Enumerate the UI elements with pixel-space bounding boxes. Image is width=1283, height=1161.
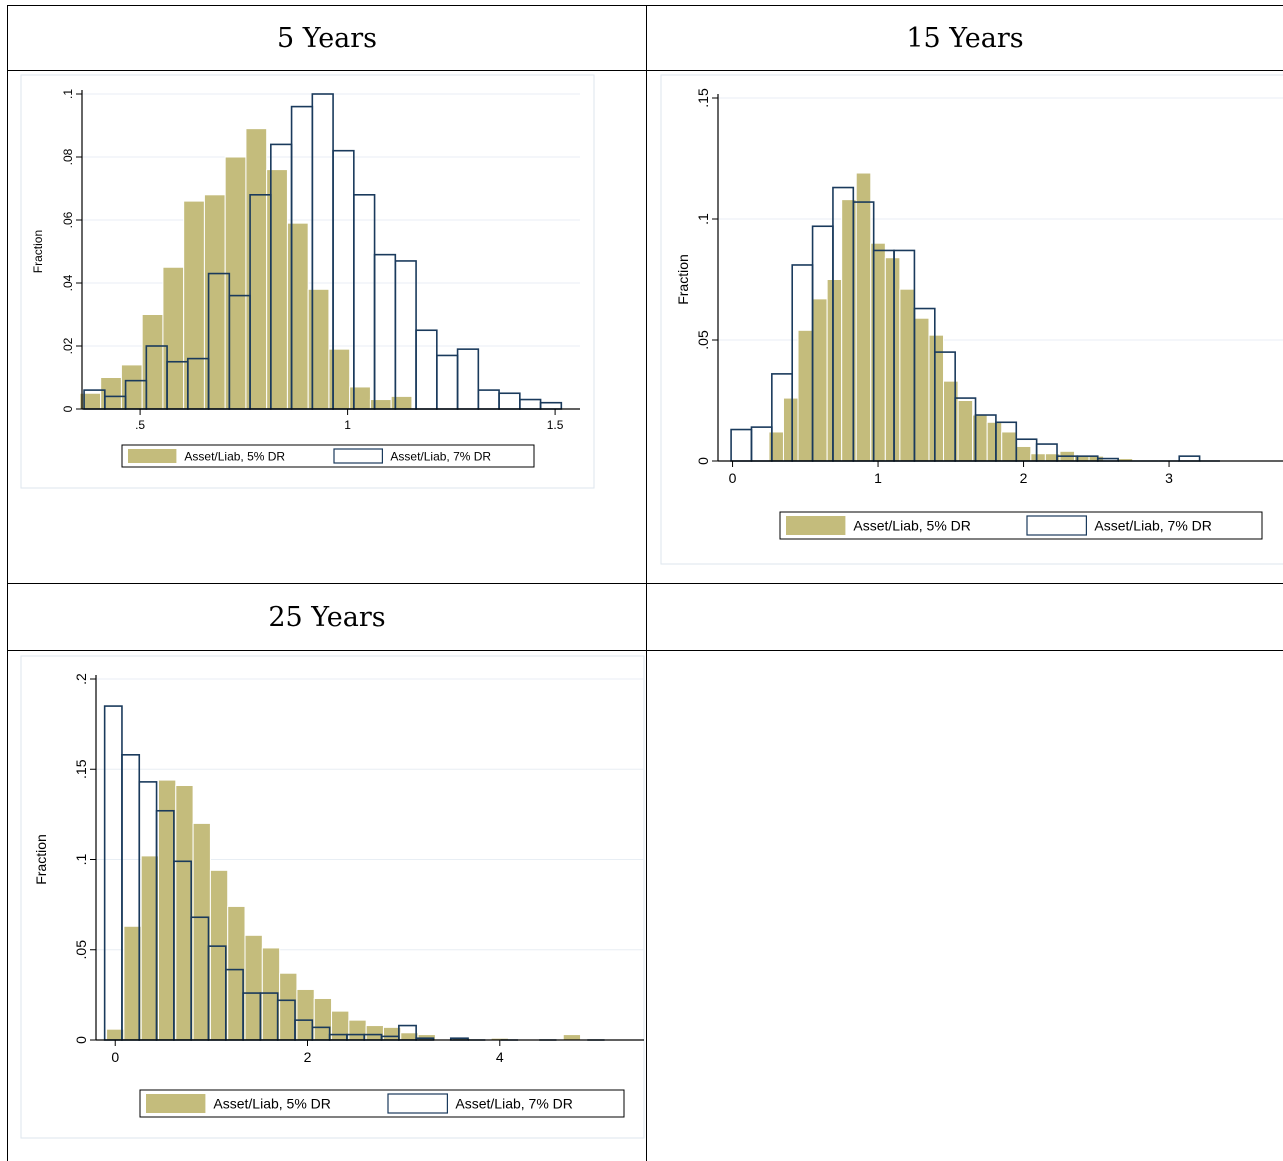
- legend-key: [387, 1093, 449, 1114]
- table-border-top: [7, 5, 1283, 6]
- legend-label: Asset/Liab, 5% DR: [213, 1096, 331, 1112]
- bar: [928, 334, 945, 462]
- chart-outer-frame: [660, 74, 1283, 565]
- y-tick-label: .04: [61, 274, 75, 291]
- x-tick-label: 4: [496, 1049, 504, 1065]
- y-axis-title: Fraction: [33, 834, 49, 885]
- x-tick-label: 1: [344, 418, 351, 432]
- bar: [782, 397, 799, 462]
- bar: [162, 266, 185, 410]
- table-row-divider-1: [7, 70, 1283, 71]
- histogram-25-years: 0 .05 .1 .15 .2 0 2 4 Fraction Asset/Liab, 5% DR A…: [20, 655, 645, 1139]
- x-tick-label: 3: [1165, 470, 1173, 486]
- x-tick-label: 1: [874, 470, 882, 486]
- legend-key: [128, 449, 177, 463]
- bar: [1015, 445, 1032, 462]
- legend-box: [121, 444, 535, 468]
- bar: [826, 279, 843, 462]
- bar: [245, 128, 268, 410]
- bar: [141, 314, 164, 410]
- header-empty: [647, 584, 1283, 650]
- x-tick-label: 2: [304, 1049, 312, 1065]
- legend-label: Asset/Liab, 7% DR: [455, 1096, 573, 1112]
- x-tick-label: 2: [1020, 470, 1028, 486]
- chart-panel-15-years: 0 .05 .1 .15 0 1 2 3 Fraction Asset/Liab, 5% DR As…: [660, 74, 1283, 566]
- chart-outer-frame: [20, 74, 595, 489]
- bar: [120, 364, 143, 410]
- bar: [349, 386, 371, 410]
- chart-outer-frame: [20, 655, 645, 1139]
- bar: [390, 395, 413, 410]
- bar: [562, 1034, 582, 1041]
- y-tick-label: 0: [61, 405, 75, 412]
- chart-panel-25-years: 0 .05 .1 .15 .2 0 2 4 Fraction Asset/Liab, 5% DR A…: [20, 655, 646, 1140]
- bar: [307, 288, 330, 410]
- y-tick-label: .1: [695, 213, 711, 225]
- table-row-divider-2: [7, 583, 1283, 584]
- y-tick-label: .06: [61, 211, 75, 228]
- legend-label: Asset/Liab, 5% DR: [184, 449, 285, 463]
- bar: [957, 400, 974, 462]
- legend-key: [146, 1094, 206, 1113]
- y-tick-label: .08: [61, 148, 75, 165]
- y-tick-label: 0: [695, 457, 711, 465]
- legend-label: Asset/Liab, 7% DR: [390, 449, 491, 463]
- bar: [203, 194, 226, 410]
- legend-key: [1026, 515, 1088, 536]
- bar: [913, 317, 930, 462]
- y-tick-label: .05: [73, 940, 89, 960]
- bar: [286, 222, 309, 410]
- histogram-5-years: 0 .02 .04 .06 .08 .1 .5 1 1.5 Fraction Asset/Liab,…: [20, 74, 595, 489]
- bar: [183, 200, 205, 410]
- header-15-years: 15 Years: [906, 22, 1024, 54]
- legend-label: Asset/Liab, 5% DR: [853, 518, 971, 534]
- bar: [369, 399, 392, 410]
- y-axis-title: Fraction: [31, 230, 45, 273]
- header-5-years: 5 Years: [276, 22, 378, 54]
- y-tick-label: .1: [73, 853, 89, 865]
- header-25-years: 25 Years: [268, 601, 386, 633]
- legend-key: [333, 448, 384, 464]
- bar: [328, 348, 351, 410]
- y-tick-label: .2: [73, 673, 89, 685]
- bar: [224, 156, 247, 410]
- bar: [79, 392, 102, 410]
- bar: [884, 257, 901, 462]
- y-tick-label: .15: [695, 88, 711, 108]
- chart-panel-5-years: 0 .02 .04 .06 .08 .1 .5 1 1.5 Fraction Asset/Liab,…: [20, 74, 596, 490]
- bar: [986, 421, 1003, 462]
- y-axis-title: Fraction: [675, 254, 691, 305]
- bar: [797, 329, 814, 462]
- bar: [899, 288, 915, 462]
- y-tick-label: .1: [61, 89, 75, 99]
- legend-box: [139, 1089, 625, 1118]
- y-tick-label: 0: [73, 1036, 89, 1044]
- histogram-15-years: 0 .05 .1 .15 0 1 2 3 Fraction Asset/Liab, 5% DR As…: [660, 74, 1283, 565]
- legend-box: [779, 511, 1263, 540]
- bar: [855, 172, 872, 462]
- table-row-divider-3: [7, 650, 1283, 651]
- x-tick-label: .5: [135, 418, 145, 432]
- x-tick-label: 0: [729, 470, 737, 486]
- bar: [1030, 453, 1046, 462]
- bar: [100, 377, 122, 410]
- y-tick-label: .02: [61, 337, 75, 354]
- x-tick-label: 1.5: [547, 418, 564, 432]
- bar: [812, 298, 828, 462]
- bar: [266, 169, 288, 410]
- x-tick-label: 0: [111, 1049, 119, 1065]
- legend-label: Asset/Liab, 7% DR: [1094, 518, 1212, 534]
- legend-key: [786, 516, 846, 535]
- y-tick-label: .05: [695, 330, 711, 350]
- bar: [1001, 431, 1017, 462]
- y-tick-label: .15: [73, 759, 89, 779]
